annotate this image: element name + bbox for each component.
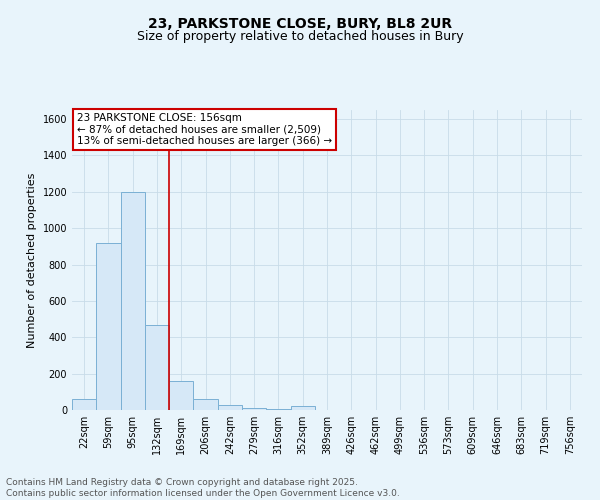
Bar	[121, 192, 145, 410]
Bar	[145, 324, 169, 410]
Bar	[193, 399, 218, 410]
Bar	[242, 408, 266, 410]
Text: Size of property relative to detached houses in Bury: Size of property relative to detached ho…	[137, 30, 463, 43]
Bar	[72, 399, 96, 410]
Y-axis label: Number of detached properties: Number of detached properties	[27, 172, 37, 348]
Bar	[96, 242, 121, 410]
Bar	[290, 406, 315, 410]
Bar	[169, 381, 193, 410]
Text: 23, PARKSTONE CLOSE, BURY, BL8 2UR: 23, PARKSTONE CLOSE, BURY, BL8 2UR	[148, 18, 452, 32]
Text: Contains HM Land Registry data © Crown copyright and database right 2025.
Contai: Contains HM Land Registry data © Crown c…	[6, 478, 400, 498]
Text: 23 PARKSTONE CLOSE: 156sqm
← 87% of detached houses are smaller (2,509)
13% of s: 23 PARKSTONE CLOSE: 156sqm ← 87% of deta…	[77, 113, 332, 146]
Bar	[266, 409, 290, 410]
Bar	[218, 406, 242, 410]
